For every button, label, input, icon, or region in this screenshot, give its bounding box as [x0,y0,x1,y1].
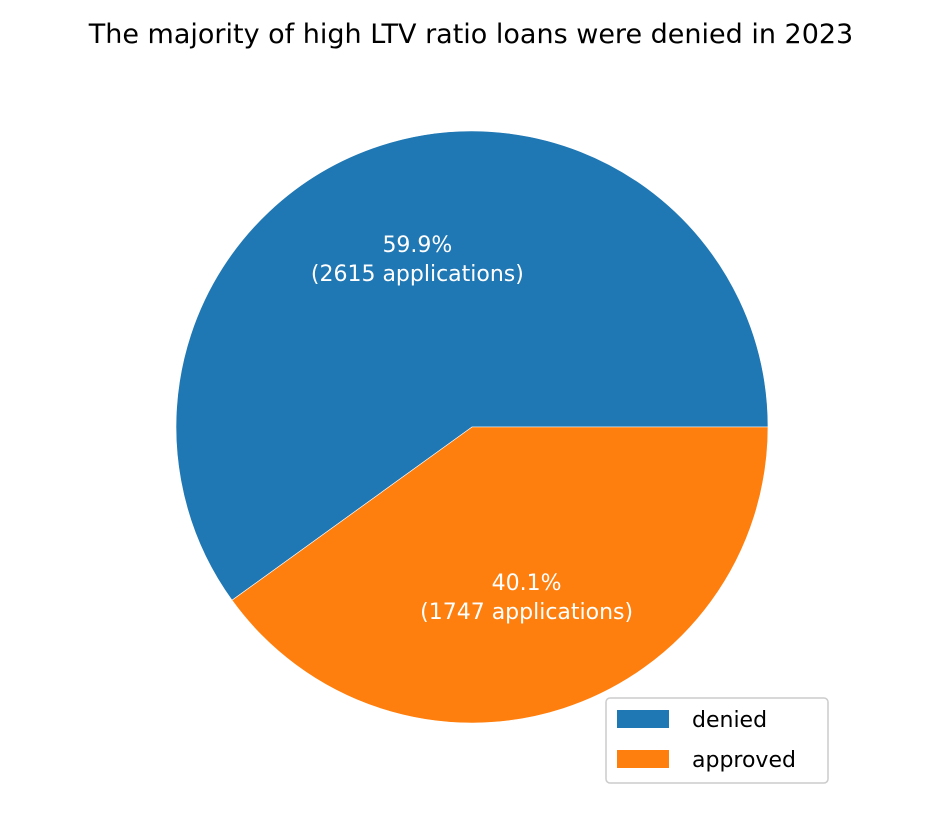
legend: denied approved [605,697,829,784]
legend-label-denied: denied [692,708,767,733]
legend-swatch-approved [617,750,669,768]
pie-slice-denied [175,130,769,601]
slice-label-approved-count: (1747 applications) [420,600,633,625]
legend-swatch-denied [617,710,669,728]
legend-label-approved: approved [692,748,796,773]
slice-label-approved-percent: 40.1% [492,571,562,596]
pie-slice-approved [231,426,769,724]
slice-label-denied-count: (2615 applications) [311,262,524,287]
pie-slices [175,130,769,724]
slice-labels: 59.9% (2615 applications) 40.1% (1747 appli… [311,233,633,625]
slice-label-denied-percent: 59.9% [382,233,452,258]
chart-title: The majority of high LTV ratio loans wer… [88,19,854,50]
